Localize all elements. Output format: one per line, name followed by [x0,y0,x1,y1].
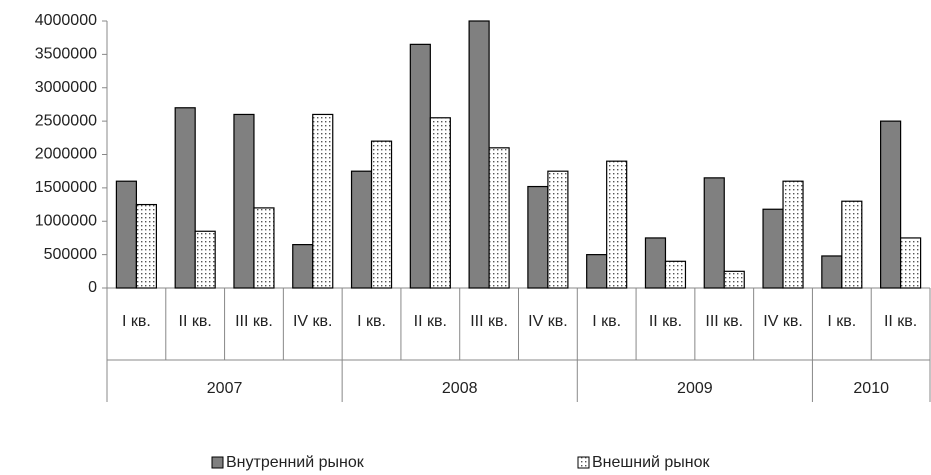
year-label: 2009 [677,380,713,397]
x-tick-label: I кв. [122,313,151,330]
y-tick-label: 1000000 [35,212,97,229]
bar [527,185,549,289]
y-tick-label: 500000 [44,246,97,263]
bar [606,160,628,289]
y-tick-label: 3500000 [35,46,97,63]
x-tick-label: I кв. [827,313,856,330]
y-tick-label: 2000000 [35,146,97,163]
bar [370,140,393,289]
bar [429,117,451,289]
bar [644,237,667,289]
x-tick-label: IV кв. [528,313,568,330]
bar [880,120,902,289]
bar [292,244,314,289]
x-tick-label: I кв. [592,313,621,330]
bar [547,170,569,289]
x-tick-label: III кв. [705,313,743,330]
bar [723,270,745,289]
legend-label: Внутренний рынок [226,454,365,471]
x-tick-label: II кв. [649,313,682,330]
bar [233,113,255,289]
bar [115,180,137,289]
bar [782,180,804,289]
bar [762,208,784,289]
bar [174,107,196,289]
bar [194,230,216,289]
year-label: 2010 [853,380,889,397]
x-tick-label: III кв. [235,313,273,330]
bar [821,255,843,289]
bar [586,254,608,289]
bar [350,170,373,289]
x-tick-label: III кв. [470,313,508,330]
bar [664,260,687,289]
x-tick-label: IV кв. [763,313,803,330]
bar [253,207,275,289]
y-tick-label: 1500000 [35,179,97,196]
bar [841,200,863,289]
bar [409,43,431,289]
y-tick-label: 4000000 [35,12,97,29]
x-tick-label: II кв. [414,313,447,330]
bar [703,177,725,289]
bar [468,20,490,289]
x-tick-label: IV кв. [293,313,333,330]
x-tick-label: II кв. [884,313,917,330]
y-tick-label: 3000000 [35,79,97,96]
x-tick-label: II кв. [179,313,212,330]
year-label: 2007 [207,380,243,397]
y-tick-label: 0 [88,279,97,296]
year-label: 2008 [442,380,478,397]
bar [135,203,157,289]
y-tick-label: 2500000 [35,112,97,129]
x-tick-label: I кв. [357,313,386,330]
legend-swatch [577,456,590,469]
bar [900,237,922,289]
bar [488,147,510,289]
legend-label: Внешний рынок [592,454,711,471]
bar [312,113,334,289]
legend-swatch [211,456,224,469]
